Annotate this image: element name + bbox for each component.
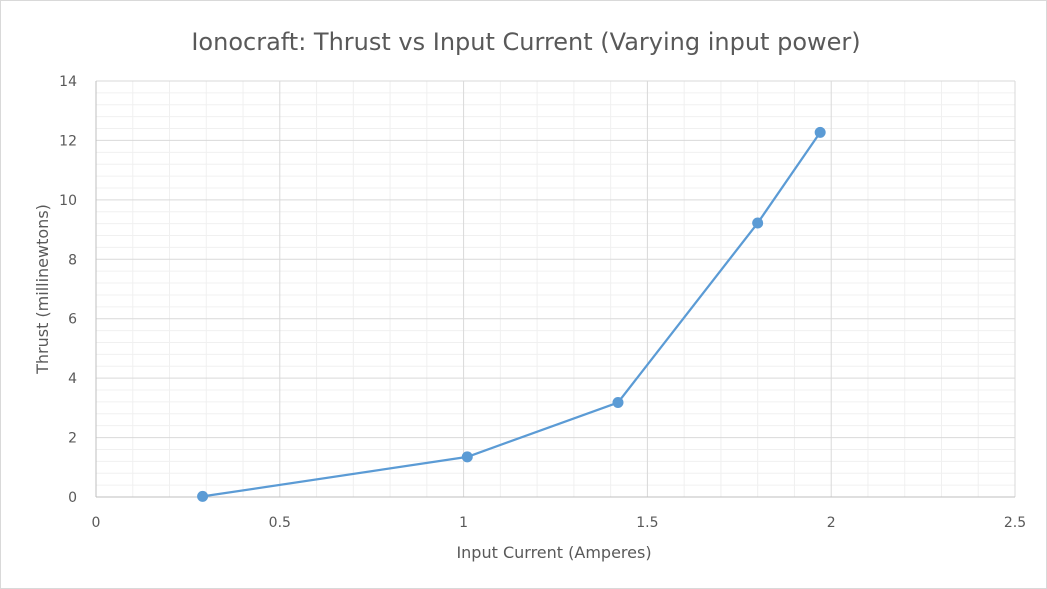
gridlines: [96, 80, 1016, 497]
chart-title: Ionocraft: Thrust vs Input Current (Vary…: [191, 28, 860, 56]
data-point: [197, 490, 209, 502]
y-tick-label: 4: [68, 371, 77, 387]
data-point: [752, 217, 764, 229]
x-tick-label: 1.5: [636, 515, 658, 531]
series-line: [202, 131, 822, 498]
data-point: [814, 126, 826, 138]
data-series: [197, 126, 826, 502]
y-tick-label: 14: [59, 74, 77, 90]
y-tick-label: 8: [68, 252, 77, 268]
tick-labels: 0 0.5 1 1.5 2 2.5 0 2 4 6 8 10 12 14: [59, 74, 1026, 531]
data-point: [461, 451, 473, 463]
axes: [95, 81, 1015, 498]
x-tick-label: 0: [92, 515, 101, 531]
x-tick-label: 2.5: [1004, 515, 1026, 531]
y-axis-title: Thrust (millinewtons): [33, 204, 52, 375]
y-tick-label: 0: [68, 490, 77, 506]
x-axis-title: Input Current (Amperes): [456, 543, 651, 562]
y-tick-label: 12: [59, 133, 77, 149]
y-tick-label: 10: [59, 193, 77, 209]
x-tick-label: 0.5: [269, 515, 291, 531]
data-point: [612, 397, 624, 409]
y-tick-label: 6: [68, 312, 77, 328]
y-tick-label: 2: [68, 431, 77, 447]
x-tick-label: 2: [827, 515, 836, 531]
x-tick-label: 1: [459, 515, 468, 531]
